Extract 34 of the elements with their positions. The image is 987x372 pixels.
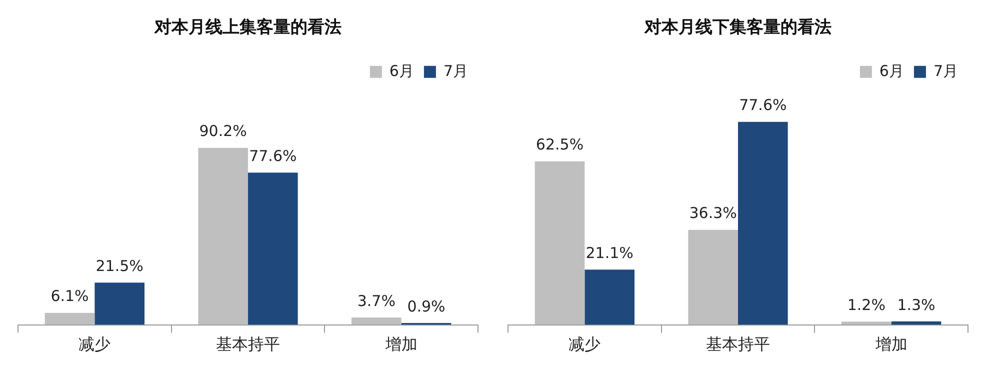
- data-label: 21.1%: [586, 244, 634, 262]
- chart-title: 对本月线下集客量的看法: [644, 18, 832, 38]
- data-label: 1.2%: [847, 296, 886, 314]
- bar: [94, 282, 144, 325]
- x-tick-label: 基本持平: [706, 334, 770, 354]
- data-label: 90.2%: [199, 122, 247, 140]
- x-tick-label: 基本持平: [216, 334, 280, 354]
- bar: [44, 312, 95, 325]
- legend-label: 7月: [443, 62, 468, 80]
- bar: [198, 148, 248, 325]
- data-label: 6.1%: [50, 287, 89, 306]
- x-tick-label: 增加: [874, 334, 908, 354]
- bar: [738, 122, 788, 325]
- legend-label: 6月: [389, 62, 414, 80]
- legend-label: 6月: [879, 62, 904, 80]
- chart-title: 对本月线上集客量的看法: [154, 18, 342, 38]
- bar: [352, 318, 402, 325]
- bar: [534, 161, 585, 325]
- x-tick-label: 减少: [78, 334, 111, 354]
- bar: [688, 230, 738, 325]
- bar: [842, 322, 892, 325]
- bar: [584, 270, 634, 325]
- legend-label: 7月: [933, 62, 958, 80]
- data-label: 36.3%: [689, 204, 737, 222]
- x-tick-label: 增加: [384, 334, 418, 354]
- data-label: 1.3%: [897, 296, 936, 314]
- data-label: 0.9%: [407, 297, 446, 316]
- data-label: 62.5%: [536, 136, 584, 154]
- data-label: 3.7%: [357, 292, 396, 310]
- data-label: 21.5%: [96, 257, 144, 276]
- bar: [248, 172, 298, 325]
- x-tick-label: 减少: [568, 334, 601, 354]
- data-label: 77.6%: [739, 96, 787, 114]
- data-label: 77.6%: [249, 146, 297, 165]
